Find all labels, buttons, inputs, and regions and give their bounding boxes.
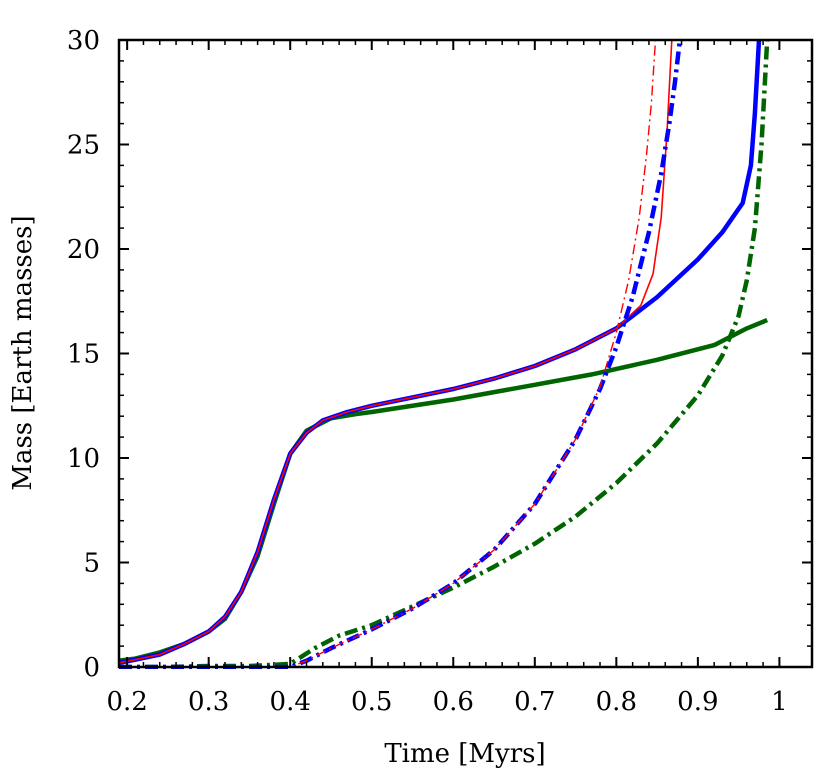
x-tick-label: 0.8 — [596, 687, 637, 717]
y-axis-label: Mass [Earth masses] — [8, 215, 38, 490]
x-tick-label: 0.4 — [270, 687, 311, 717]
series-layer — [119, 39, 770, 669]
series-line-4 — [119, 39, 770, 669]
series-line-5 — [119, 39, 683, 669]
y-tick-label: 10 — [67, 444, 100, 474]
y-ticks: 0 5 10 15 20 25 30 — [67, 26, 812, 683]
x-tick-label: 0.5 — [351, 687, 392, 717]
series-line-2 — [119, 39, 762, 666]
x-tick-label: 0.7 — [514, 687, 555, 717]
x-tick-label: 0.6 — [433, 687, 474, 717]
x-axis-label: Time [Myrs] — [384, 739, 545, 769]
y-tick-label: 30 — [67, 26, 100, 56]
series-line-3 — [119, 39, 673, 664]
series-line-1 — [119, 318, 769, 663]
x-tick-label: 1 — [771, 687, 788, 717]
x-ticks: 0.2 0.3 0.4 0.5 0.6 0.7 0.8 0.9 1 — [106, 40, 788, 717]
y-tick-label: 25 — [67, 131, 100, 161]
y-tick-label: 5 — [83, 549, 100, 579]
series-line-6 — [119, 39, 657, 668]
y-tick-label: 20 — [67, 235, 100, 265]
y-tick-label: 0 — [83, 653, 100, 683]
x-tick-label: 0.2 — [106, 687, 147, 717]
x-tick-label: 0.9 — [677, 687, 718, 717]
y-tick-label: 15 — [67, 340, 100, 370]
x-tick-label: 0.3 — [188, 687, 229, 717]
